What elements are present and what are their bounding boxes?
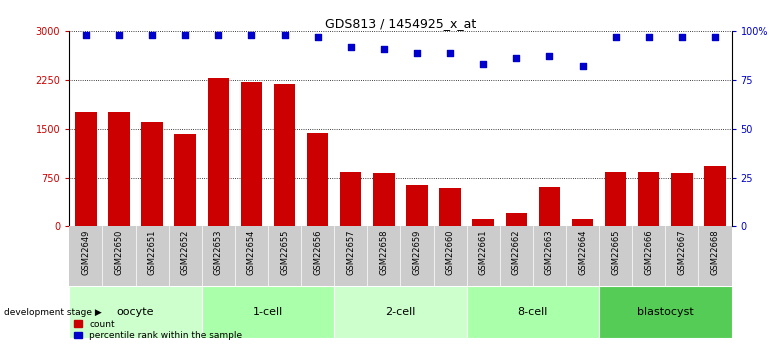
Point bbox=[544, 54, 556, 59]
Point bbox=[245, 32, 257, 38]
Bar bbox=[202, 286, 334, 338]
Text: 2-cell: 2-cell bbox=[385, 307, 416, 317]
Text: GSM22665: GSM22665 bbox=[611, 229, 620, 275]
Text: GSM22656: GSM22656 bbox=[313, 229, 322, 275]
Bar bbox=[599, 286, 732, 338]
Bar bbox=[407, 185, 427, 226]
Bar bbox=[539, 187, 560, 226]
Text: GSM22668: GSM22668 bbox=[711, 229, 719, 275]
Text: 8-cell: 8-cell bbox=[517, 307, 548, 317]
Point bbox=[444, 50, 457, 55]
Point bbox=[610, 34, 622, 40]
Point bbox=[312, 34, 324, 40]
Text: GSM22662: GSM22662 bbox=[512, 229, 521, 275]
Point bbox=[411, 50, 424, 55]
Text: GSM22651: GSM22651 bbox=[148, 229, 156, 275]
Point bbox=[643, 34, 655, 40]
Point bbox=[709, 34, 721, 40]
Legend: count, percentile rank within the sample: count, percentile rank within the sample bbox=[74, 320, 243, 341]
Bar bbox=[208, 78, 229, 226]
Text: GSM22661: GSM22661 bbox=[479, 229, 487, 275]
Point bbox=[279, 32, 291, 38]
Point bbox=[179, 32, 191, 38]
Point bbox=[477, 61, 490, 67]
Bar bbox=[75, 112, 96, 226]
Text: GSM22658: GSM22658 bbox=[380, 229, 388, 275]
Text: GSM22657: GSM22657 bbox=[346, 229, 355, 275]
Bar bbox=[705, 166, 725, 226]
Bar bbox=[307, 133, 328, 226]
Point bbox=[213, 32, 225, 38]
Point bbox=[577, 63, 589, 69]
Text: 1-cell: 1-cell bbox=[253, 307, 283, 317]
Text: oocyte: oocyte bbox=[117, 307, 154, 317]
Bar bbox=[473, 219, 494, 226]
Point bbox=[345, 44, 357, 49]
Point bbox=[146, 32, 159, 38]
Bar bbox=[605, 172, 626, 226]
Bar bbox=[241, 82, 262, 226]
Point bbox=[80, 32, 92, 38]
Bar bbox=[334, 286, 467, 338]
Point bbox=[112, 32, 125, 38]
Text: GSM22659: GSM22659 bbox=[413, 229, 421, 275]
Bar bbox=[671, 173, 692, 226]
Text: GSM22649: GSM22649 bbox=[82, 229, 90, 275]
Text: GSM22653: GSM22653 bbox=[214, 229, 223, 275]
Text: GSM22655: GSM22655 bbox=[280, 229, 289, 275]
Bar bbox=[109, 112, 129, 226]
Point bbox=[511, 56, 523, 61]
Bar bbox=[467, 286, 599, 338]
Text: blastocyst: blastocyst bbox=[637, 307, 694, 317]
Bar bbox=[69, 286, 202, 338]
Text: GSM22667: GSM22667 bbox=[678, 229, 686, 275]
Bar bbox=[373, 173, 394, 226]
Text: GSM22664: GSM22664 bbox=[578, 229, 587, 275]
Text: GSM22663: GSM22663 bbox=[545, 229, 554, 275]
Bar bbox=[175, 134, 196, 226]
Text: GSM22650: GSM22650 bbox=[115, 229, 123, 275]
Text: GSM22666: GSM22666 bbox=[644, 229, 653, 275]
Text: GSM22654: GSM22654 bbox=[247, 229, 256, 275]
Title: GDS813 / 1454925_x_at: GDS813 / 1454925_x_at bbox=[325, 17, 476, 30]
Point bbox=[378, 46, 390, 51]
Bar bbox=[340, 172, 361, 226]
Bar bbox=[440, 188, 460, 226]
Bar bbox=[638, 172, 659, 226]
Text: development stage ▶: development stage ▶ bbox=[4, 308, 102, 317]
Point bbox=[676, 34, 688, 40]
Bar bbox=[506, 213, 527, 226]
Bar bbox=[274, 85, 295, 226]
Text: GSM22660: GSM22660 bbox=[446, 229, 454, 275]
Text: GSM22652: GSM22652 bbox=[181, 229, 189, 275]
Bar bbox=[142, 122, 162, 226]
Bar bbox=[572, 219, 593, 226]
